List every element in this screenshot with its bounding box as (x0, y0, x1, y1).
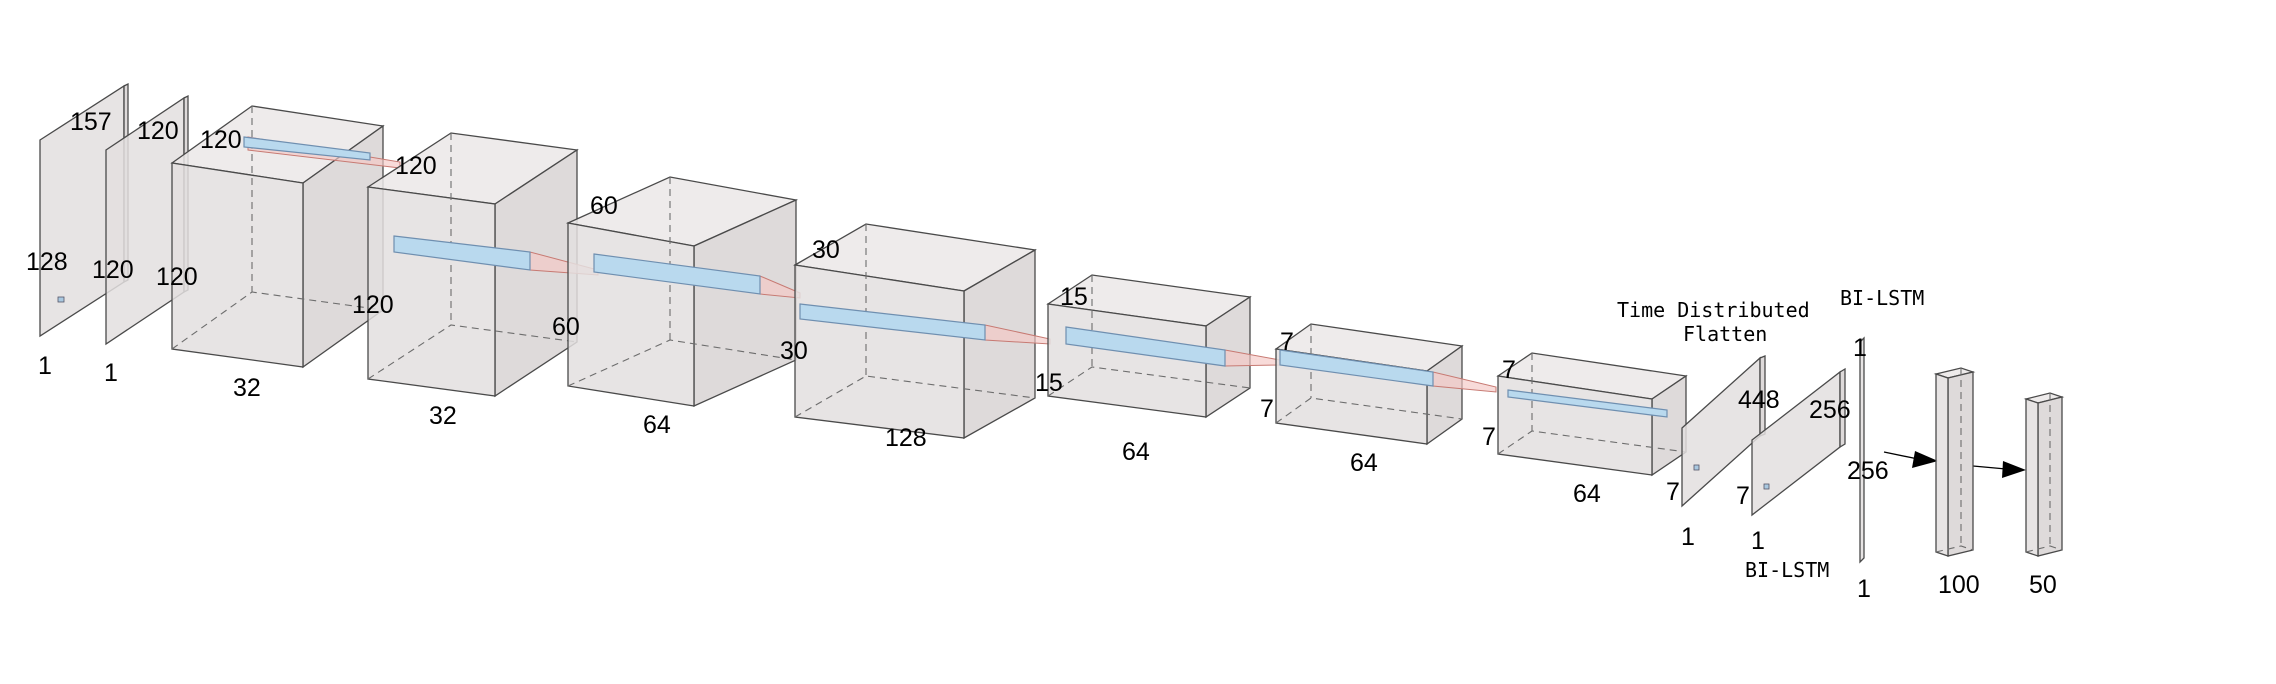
conv4-depth-label: 128 (885, 424, 927, 452)
conv-block-1 (170, 105, 401, 369)
input2-depth-label: 1 (104, 359, 118, 387)
dense1-depth-label: 100 (1938, 571, 1980, 599)
conv-block-5 (1046, 274, 1281, 419)
conv6-depth-label: 64 (1350, 449, 1378, 477)
conv6-width-label: 7 (1260, 395, 1274, 423)
input2-width-label: 120 (92, 256, 134, 284)
dense-block-2 (2023, 392, 2065, 557)
flatten1-width-label: 7 (1666, 478, 1680, 506)
lstm-top-label: 1 (1853, 334, 1867, 362)
conv1-height-label: 120 (200, 126, 242, 154)
flatten-plate-2 (1751, 367, 1846, 517)
conv3-width-label: 60 (552, 313, 580, 341)
conv-block-2 (366, 132, 599, 398)
conv5-depth-label: 64 (1122, 438, 1150, 466)
bilstm-bottom-label: BI-LSTM (1745, 558, 1829, 582)
conv-block-4 (793, 223, 1051, 440)
conv-block-3 (565, 176, 801, 408)
conv1-depth-label: 32 (233, 374, 261, 402)
conv5-width-label: 15 (1035, 369, 1063, 397)
bilstm-bar (1859, 336, 1865, 564)
lstm-mid-label: 256 (1847, 457, 1889, 485)
conv4-height-label: 30 (812, 236, 840, 264)
conv4-width-label: 30 (780, 337, 808, 365)
flatten2-height-label: 256 (1809, 396, 1851, 424)
bilstm-top-label: BI-LSTM (1840, 286, 1924, 310)
time-distributed-label-line2: Flatten (1683, 322, 1767, 346)
lstm-bottom-label: 1 (1857, 575, 1871, 603)
flatten1-depth-label: 1 (1681, 523, 1695, 551)
flatten-marker-2 (1763, 483, 1770, 490)
flatten2-depth-label: 1 (1751, 527, 1765, 555)
arrow-dense1-to-dense2 (1972, 461, 2026, 478)
input-pixel-marker (57, 296, 65, 303)
dense-block-1 (1933, 367, 1976, 557)
input2-height-label: 120 (137, 117, 179, 145)
input1-height-label: 157 (70, 108, 112, 136)
arrow-lstm-to-dense1 (1883, 451, 1938, 468)
time-distributed-label-line1: Time Distributed (1617, 298, 1810, 322)
conv5-height-label: 15 (1060, 283, 1088, 311)
conv6-height-label: 7 (1280, 328, 1294, 356)
conv3-height-label: 60 (590, 192, 618, 220)
flatten1-height-label: 448 (1738, 386, 1780, 414)
conv7-width-label: 7 (1482, 423, 1496, 451)
conv1-width-label: 120 (156, 263, 198, 291)
conv-block-6 (1274, 323, 1497, 446)
input1-width-label: 128 (26, 248, 68, 276)
input1-depth-label: 1 (38, 352, 52, 380)
dense2-depth-label: 50 (2029, 571, 2057, 599)
conv2-depth-label: 32 (429, 402, 457, 430)
conv2-height-label: 120 (395, 152, 437, 180)
conv2-width-label: 120 (352, 291, 394, 319)
flatten-marker-1 (1693, 464, 1700, 471)
conv7-depth-label: 64 (1573, 480, 1601, 508)
conv-block-7 (1496, 352, 1688, 477)
conv3-depth-label: 64 (643, 411, 671, 439)
conv7-height-label: 7 (1502, 356, 1516, 384)
flatten2-width-label: 7 (1736, 482, 1750, 510)
